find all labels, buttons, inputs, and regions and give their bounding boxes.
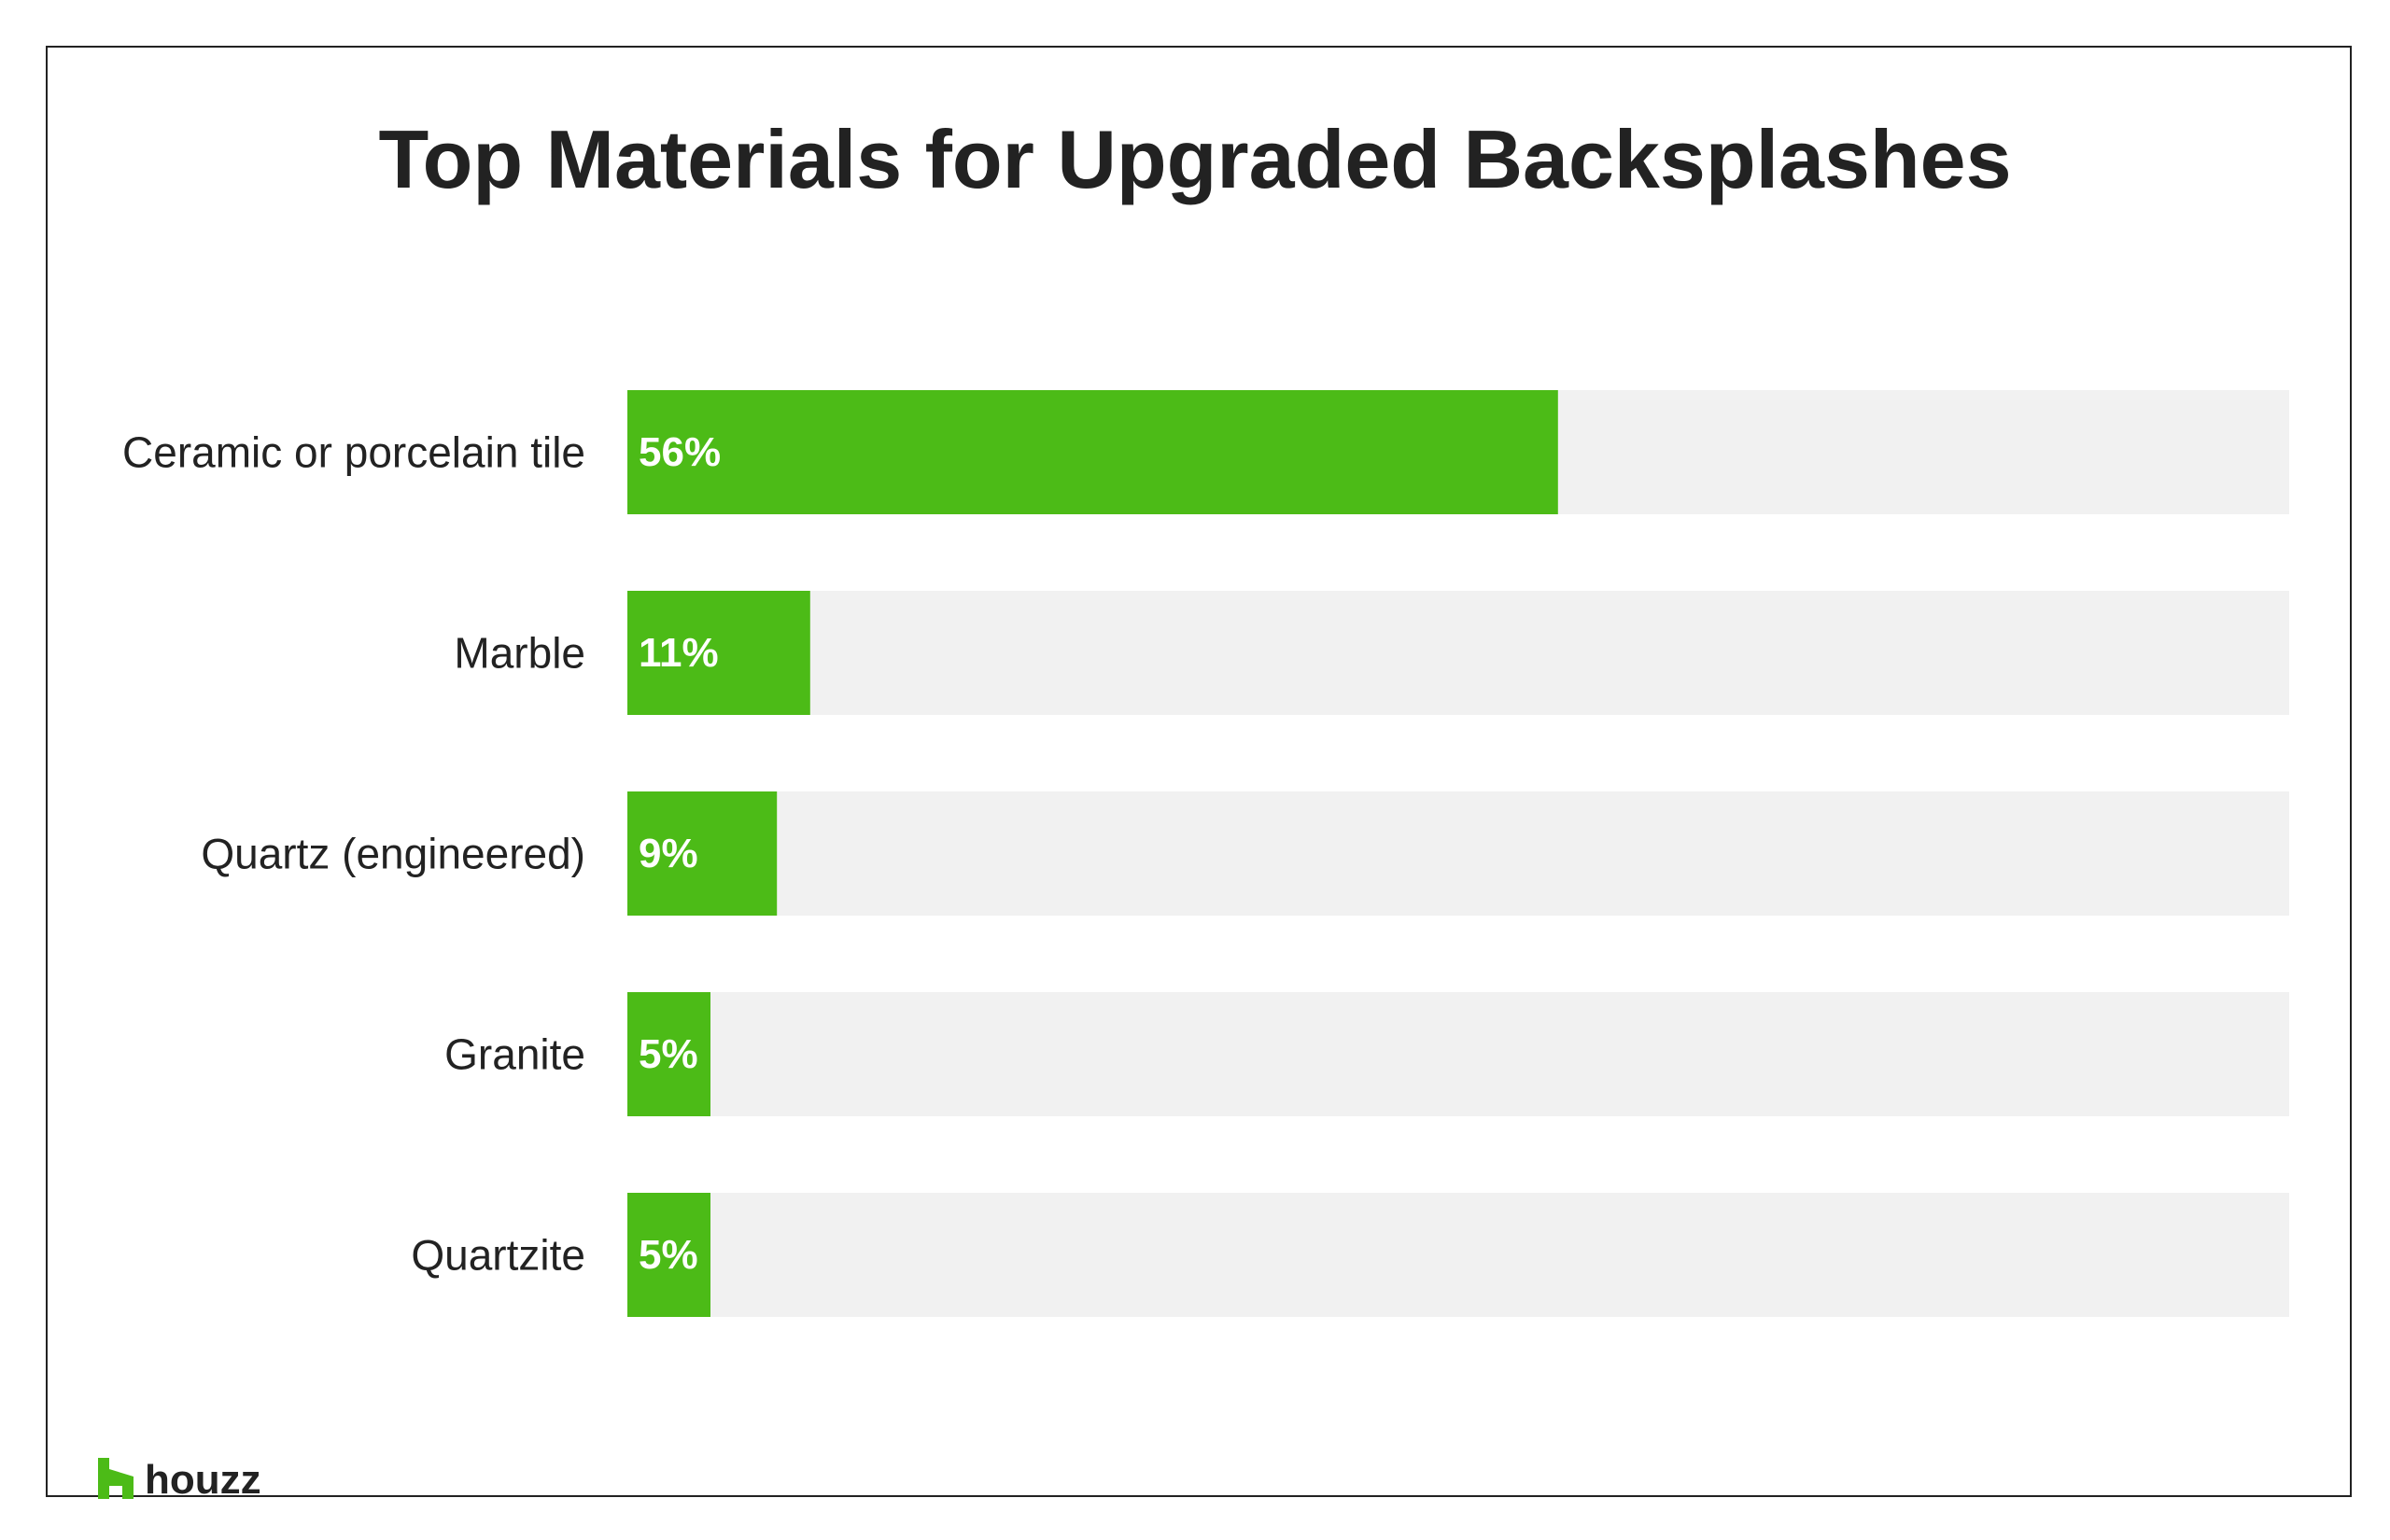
chart-title: Top Materials for Upgraded Backsplashes [378,113,2012,205]
logo-text: houzz [145,1457,261,1503]
value-label: 9% [639,831,698,876]
houzz-logo-icon [98,1458,134,1499]
category-label: Ceramic or porcelain tile [122,428,585,477]
category-label: Quartzite [411,1231,585,1280]
bar [627,791,778,916]
bar-track [627,992,2289,1116]
category-label: Quartz (engineered) [201,830,585,878]
value-label: 5% [639,1232,698,1278]
category-label: Marble [454,629,585,678]
bar [627,591,810,715]
value-label: 5% [639,1031,698,1077]
bar-track [627,1193,2289,1317]
bar-track [627,591,2289,715]
bar [627,992,710,1116]
bar [627,390,1558,514]
value-label: 56% [639,429,721,475]
value-label: 11% [639,630,719,676]
bar-track [627,791,2289,916]
houzz-logo: houzz [98,1456,261,1503]
category-label: Granite [444,1030,585,1079]
bar [627,1193,710,1317]
